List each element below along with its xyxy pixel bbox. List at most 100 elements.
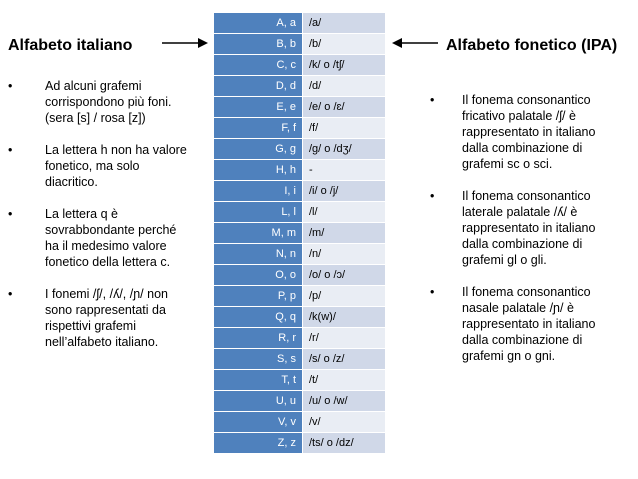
bullet-line: sono rappresentati da: [45, 303, 166, 317]
bullet-line: dalla combinazione di: [462, 141, 583, 155]
bullet-line: Il fonema consonantico: [462, 285, 591, 299]
arrow-right-icon: [162, 38, 208, 48]
bullet-line: dalla combinazione di: [462, 333, 583, 347]
letter-cell: N, n: [213, 243, 303, 265]
letter-cell: B, b: [213, 33, 303, 55]
ipa-cell: /p/: [302, 285, 386, 307]
letter-cell: A, a: [213, 12, 303, 34]
letter-cell: I, i: [213, 180, 303, 202]
bullet-line: Ad alcuni grafemi: [45, 79, 142, 93]
bullet-line: Il fonema consonantico: [462, 189, 591, 203]
bullet-line: La lettera q è: [45, 207, 118, 221]
table-row: N, n/n/: [213, 243, 386, 265]
letter-cell: C, c: [213, 54, 303, 76]
bullet-line: rappresentato in italiano: [462, 221, 596, 235]
ipa-cell: /r/: [302, 327, 386, 349]
ipa-cell: /t/: [302, 369, 386, 391]
table-row: H, h-: [213, 159, 386, 181]
ipa-cell: /v/: [302, 411, 386, 433]
bullet-line: fricativo palatale /ʃ/ è: [462, 109, 576, 123]
bullet-dot-icon: •: [8, 207, 13, 221]
title-alfabeto-fonetico: Alfabeto fonetico (IPA): [446, 37, 618, 54]
letter-cell: D, d: [213, 75, 303, 97]
table-row: C, c/k/ o /tʃ/: [213, 54, 386, 76]
bullet-line: nell’alfabeto italiano.: [45, 335, 159, 349]
bullet-line: (sera [s] / rosa [z]): [45, 111, 146, 125]
bullet-item: • Il fonema consonantico laterale palatale…: [430, 188, 620, 268]
letter-cell: S, s: [213, 348, 303, 370]
bullet-line: diacritico.: [45, 175, 98, 189]
letter-cell: U, u: [213, 390, 303, 412]
table-row: R, r/r/: [213, 327, 386, 349]
table-row: Q, q/k(w)/: [213, 306, 386, 328]
table-row: D, d/d/: [213, 75, 386, 97]
bullet-line: grafemi gn o gni.: [462, 349, 556, 363]
bullet-line: La lettera h non ha valore: [45, 143, 187, 157]
ipa-cell: /k(w)/: [302, 306, 386, 328]
bullet-dot-icon: •: [430, 189, 435, 203]
table-row: E, e/e/ o /ɛ/: [213, 96, 386, 118]
ipa-cell: /i/ o /j/: [302, 180, 386, 202]
bullet-line: rispettivi grafemi: [45, 319, 136, 333]
letter-cell: V, v: [213, 411, 303, 433]
table-row: A, a/a/: [213, 12, 386, 34]
ipa-cell: /d/: [302, 75, 386, 97]
bullet-item: • Ad alcuni grafemi corrispondono più foni…: [8, 78, 198, 126]
arrow-left-icon: [392, 38, 438, 48]
table-row: T, t/t/: [213, 369, 386, 391]
table-row: O, o/o/ o /ɔ/: [213, 264, 386, 286]
bullet-item: • Il fonema consonantico nasale palatale /…: [430, 284, 620, 364]
table-row: P, p/p/: [213, 285, 386, 307]
ipa-cell: /o/ o /ɔ/: [302, 264, 386, 286]
letter-cell: L, l: [213, 201, 303, 223]
bullet-line: rappresentato in italiano: [462, 317, 596, 331]
letter-cell: H, h: [213, 159, 303, 181]
table-row: U, u/u/ o /w/: [213, 390, 386, 412]
left-bullet-list: • Ad alcuni grafemi corrispondono più foni…: [8, 78, 198, 366]
letter-cell: M, m: [213, 222, 303, 244]
bullet-item: • Il fonema consonantico fricativo palatal…: [430, 92, 620, 172]
bullet-line: corrispondono più foni.: [45, 95, 172, 109]
letter-cell: F, f: [213, 117, 303, 139]
bullet-dot-icon: •: [8, 143, 13, 157]
bullet-dot-icon: •: [8, 79, 13, 93]
letter-cell: O, o: [213, 264, 303, 286]
letter-cell: Z, z: [213, 432, 303, 454]
ipa-cell: /k/ o /tʃ/: [302, 54, 386, 76]
bullet-dot-icon: •: [430, 93, 435, 107]
table-row: V, v/v/: [213, 411, 386, 433]
letter-cell: G, g: [213, 138, 303, 160]
ipa-cell: /l/: [302, 201, 386, 223]
ipa-cell: /ts/ o /dz/: [302, 432, 386, 454]
bullet-line: grafemi gl o gli.: [462, 253, 547, 267]
right-bullet-list: • Il fonema consonantico fricativo palatal…: [430, 92, 620, 380]
letter-cell: E, e: [213, 96, 303, 118]
ipa-cell: /n/: [302, 243, 386, 265]
letter-cell: T, t: [213, 369, 303, 391]
bullet-dot-icon: •: [8, 287, 13, 301]
bullet-line: grafemi sc o sci.: [462, 157, 553, 171]
table-row: B, b/b/: [213, 33, 386, 55]
bullet-line: ha il medesimo valore: [45, 239, 167, 253]
bullet-line: dalla combinazione di: [462, 237, 583, 251]
table-row: Z, z/ts/ o /dz/: [213, 432, 386, 454]
bullet-line: fonetico, ma solo: [45, 159, 140, 173]
letter-cell: P, p: [213, 285, 303, 307]
table-row: M, m/m/: [213, 222, 386, 244]
bullet-item: • La lettera h non ha valore fonetico, ma …: [8, 142, 198, 190]
ipa-cell: /e/ o /ɛ/: [302, 96, 386, 118]
ipa-cell: -: [302, 159, 386, 181]
ipa-cell: /f/: [302, 117, 386, 139]
bullet-dot-icon: •: [430, 285, 435, 299]
table-row: L, l/l/: [213, 201, 386, 223]
bullet-line: nasale palatale /ɲ/ è: [462, 301, 574, 315]
letter-cell: Q, q: [213, 306, 303, 328]
ipa-cell: /g/ o /dʒ/: [302, 138, 386, 160]
table-row: S, s/s/ o /z/: [213, 348, 386, 370]
table-row: I, i/i/ o /j/: [213, 180, 386, 202]
table-row: F, f/f/: [213, 117, 386, 139]
ipa-cell: /s/ o /z/: [302, 348, 386, 370]
bullet-line: I fonemi /ʃ/, /ʎ/, /ɲ/ non: [45, 287, 168, 301]
bullet-line: fonetico della lettera c.: [45, 255, 171, 269]
bullet-item: • La lettera q è sovrabbondante perché ha i…: [8, 206, 198, 270]
